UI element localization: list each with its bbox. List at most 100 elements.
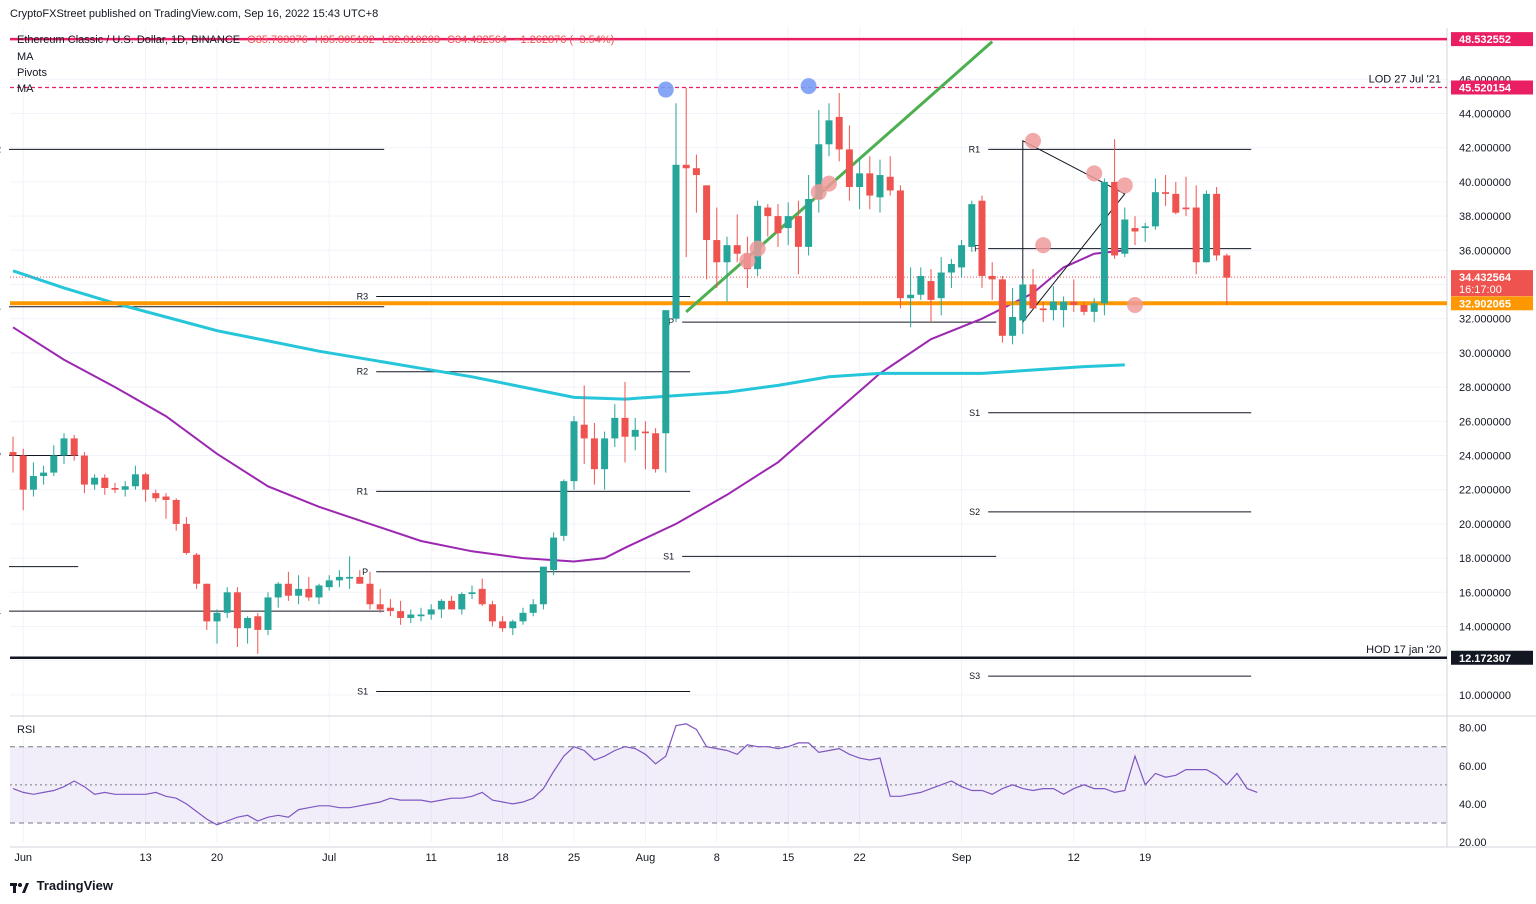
candle: [386, 599, 394, 617]
pivot-label: R2: [0, 144, 1, 154]
candle-body: [1172, 193, 1180, 213]
candle: [29, 462, 37, 497]
indicator-ma-2[interactable]: MA: [17, 83, 34, 95]
candle-body: [560, 481, 568, 536]
price-tick-label: 24.000000: [1459, 451, 1511, 463]
candle: [1049, 286, 1057, 321]
candle: [682, 87, 690, 258]
candle-body: [223, 592, 231, 613]
candle: [805, 175, 813, 256]
candle-body: [1182, 207, 1190, 210]
time-tick-label: Jun: [14, 852, 32, 864]
candle: [754, 200, 762, 276]
candle: [519, 607, 527, 625]
candle-body: [641, 431, 649, 434]
candle-body: [764, 207, 772, 217]
candle-body: [580, 424, 588, 439]
highlight-marker-red: [1025, 132, 1041, 149]
candle-body: [1009, 316, 1017, 336]
candle-body: [29, 476, 37, 490]
candle-body: [692, 168, 700, 176]
candle-body: [152, 493, 160, 499]
candle: [499, 616, 507, 632]
candle: [927, 269, 935, 323]
candle: [1090, 298, 1098, 323]
symbol-legend[interactable]: Ethereum Classic / U.S. Dollar, 1D, BINA…: [17, 34, 614, 46]
candle: [1039, 301, 1047, 323]
moving-average-line: [12, 269, 1125, 401]
candle: [1182, 176, 1190, 217]
candle-body: [1121, 219, 1129, 254]
candle: [1131, 216, 1139, 246]
candle-body: [1213, 193, 1221, 256]
candle: [570, 416, 578, 490]
candle-body: [805, 199, 813, 247]
candle: [1223, 253, 1231, 306]
time-tick-label: 22: [853, 852, 865, 864]
moving-average-line: [12, 249, 1125, 563]
candle-body: [274, 583, 282, 598]
price-axis[interactable]: USD10.00000012.00000014.00000016.0000001…: [1451, 32, 1533, 702]
level-annotation: LOD 27 Jul '21: [1369, 74, 1441, 86]
candle: [845, 125, 853, 201]
candle-body: [519, 612, 527, 622]
candle-body: [19, 455, 27, 490]
candle-body: [458, 594, 466, 610]
candle-body: [978, 200, 986, 276]
candle: [80, 452, 88, 494]
ohlc-change: −1.262876 (−3.54%): [514, 34, 615, 46]
candle-body: [570, 421, 578, 482]
candle-body: [723, 245, 731, 263]
candle: [295, 575, 303, 605]
candle: [458, 592, 466, 615]
candle: [907, 267, 915, 328]
candle: [1213, 187, 1221, 261]
candle-body: [733, 245, 741, 254]
candle-body: [784, 216, 792, 229]
pivot-label: S3: [969, 671, 980, 681]
indicator-ma-1[interactable]: MA: [17, 51, 34, 63]
price-tick-label: 44.000000: [1459, 109, 1511, 121]
candle: [774, 204, 782, 247]
gridlines: [10, 28, 1536, 848]
indicator-pivots[interactable]: Pivots: [17, 67, 47, 79]
pivot-label: S1: [969, 408, 980, 418]
candle-body: [937, 272, 945, 299]
candle: [1192, 185, 1200, 275]
candle-body: [254, 616, 262, 630]
candle: [254, 612, 262, 654]
price-level-label: 48.532552: [1459, 34, 1511, 46]
time-tick-label: Jul: [322, 852, 336, 864]
candle-body: [407, 614, 415, 618]
candle-body: [1090, 303, 1098, 312]
candle: [427, 604, 435, 620]
candle-body: [958, 245, 966, 268]
candle-body: [713, 240, 721, 263]
candle-body: [550, 537, 558, 571]
candle-body: [611, 417, 619, 439]
price-tick-label: 36.000000: [1459, 245, 1511, 257]
candle-body: [40, 472, 48, 477]
price-tick-label: 38.000000: [1459, 211, 1511, 223]
time-axis[interactable]: Jun 13 20 Jul 11 18 25 Aug 8 15 22 Sep 12 19: [14, 852, 1151, 864]
candle: [437, 599, 445, 618]
candle: [274, 582, 282, 608]
candle: [417, 607, 425, 622]
candle-body: [927, 281, 935, 300]
pivot-label: P: [974, 244, 980, 254]
time-tick-label: 19: [1139, 852, 1151, 864]
candle-body: [1151, 192, 1159, 227]
candle-body: [998, 279, 1006, 336]
candle: [825, 103, 833, 157]
candle: [1070, 279, 1078, 312]
candle: [213, 609, 221, 644]
ohlc-close: C34.432564: [447, 34, 507, 46]
tradingview-icon: [10, 882, 29, 893]
rsi-band: [10, 746, 1447, 823]
candle: [621, 381, 629, 463]
price-axis-bg: [1447, 28, 1536, 712]
candle: [1162, 175, 1170, 206]
pivot-label: S2: [969, 507, 980, 517]
tradingview-logo[interactable]: TradingView: [10, 878, 113, 893]
